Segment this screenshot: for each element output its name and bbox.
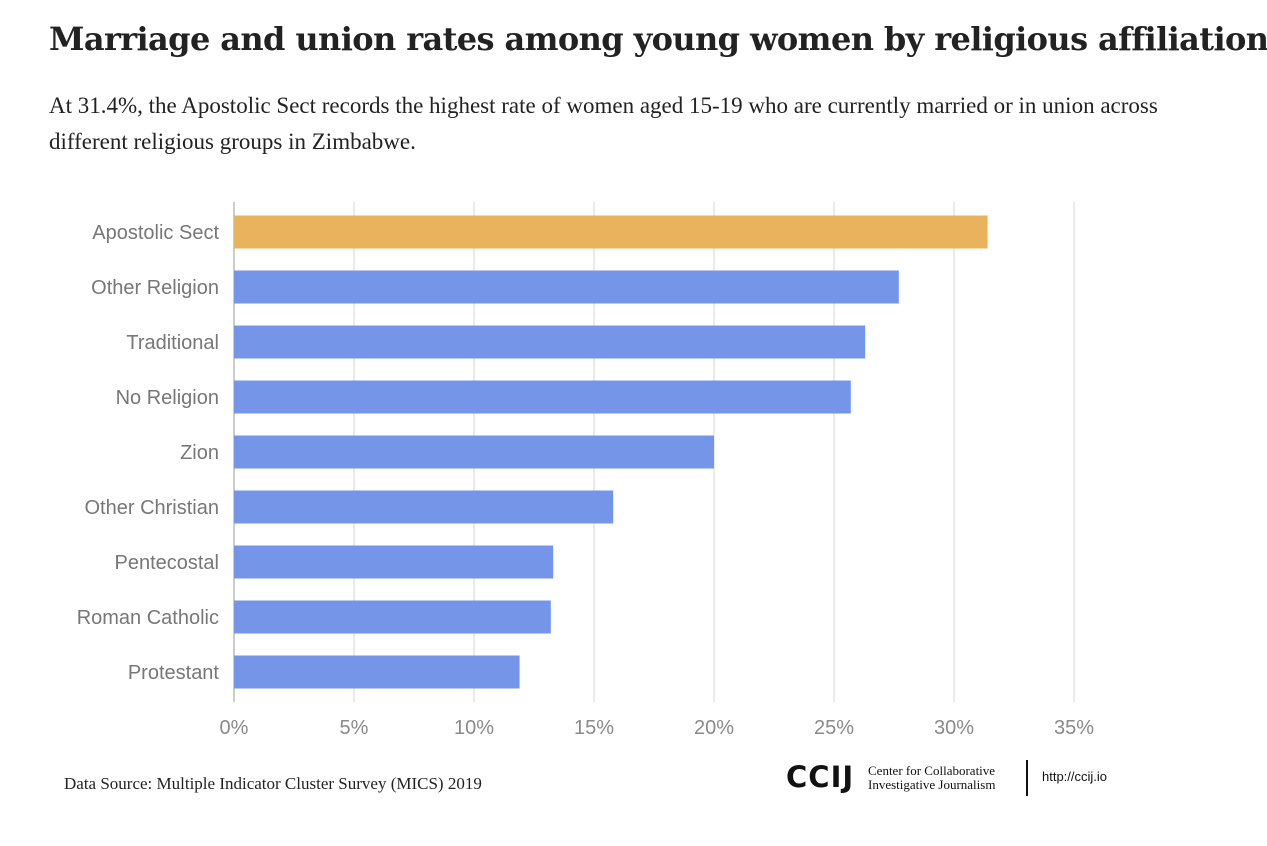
- x-tick-label: 10%: [454, 717, 494, 739]
- logo-mark: CCIJ: [786, 760, 855, 794]
- bar-no-religion: [234, 380, 851, 414]
- bar-traditional: [234, 325, 866, 359]
- category-label: Apostolic Sect: [92, 222, 219, 244]
- x-tick-label: 5%: [340, 717, 369, 739]
- bar-other-christian: [234, 490, 614, 524]
- bar-other-religion: [234, 270, 899, 304]
- x-tick-label: 25%: [814, 717, 854, 739]
- logo-org-name: Center for Collaborative Investigative J…: [868, 764, 995, 792]
- bar-protestant: [234, 655, 520, 689]
- bar-chart: Apostolic Sect Other Religion Traditional N…: [77, 202, 1095, 739]
- logo-divider: [1026, 760, 1028, 796]
- category-label: Other Religion: [91, 277, 219, 299]
- category-label: Pentecostal: [114, 552, 219, 574]
- logo-url: http://ccij.io: [1042, 769, 1108, 784]
- category-labels: Apostolic Sect Other Religion Traditional N…: [77, 222, 220, 684]
- category-label: Roman Catholic: [77, 607, 219, 629]
- bar-pentecostal: [234, 545, 554, 579]
- logo-org-line-1: Center for Collaborative: [868, 763, 996, 778]
- bar-roman-catholic: [234, 600, 551, 634]
- data-source-note: Data Source: Multiple Indicator Cluster …: [64, 774, 482, 793]
- category-label: Protestant: [128, 662, 220, 684]
- chart-subtitle: At 31.4%, the Apostolic Sect records the…: [49, 93, 1158, 154]
- bar-apostolic-sect: [234, 215, 988, 249]
- chart-title: Marriage and union rates among young wom…: [49, 20, 1267, 58]
- category-label: No Religion: [116, 387, 219, 409]
- x-tick-label: 30%: [934, 717, 974, 739]
- category-label: Zion: [180, 442, 219, 464]
- logo-org-line-2: Investigative Journalism: [868, 777, 996, 792]
- x-tick-label: 0%: [220, 717, 249, 739]
- x-tick-labels: 0% 5% 10% 15% 20% 25% 30% 35%: [220, 717, 1095, 739]
- x-tick-label: 20%: [694, 717, 734, 739]
- category-label: Other Christian: [85, 497, 220, 519]
- bars: [234, 215, 988, 689]
- x-tick-label: 15%: [574, 717, 614, 739]
- category-label: Traditional: [126, 332, 219, 354]
- x-tick-label: 35%: [1054, 717, 1094, 739]
- bar-zion: [234, 435, 714, 469]
